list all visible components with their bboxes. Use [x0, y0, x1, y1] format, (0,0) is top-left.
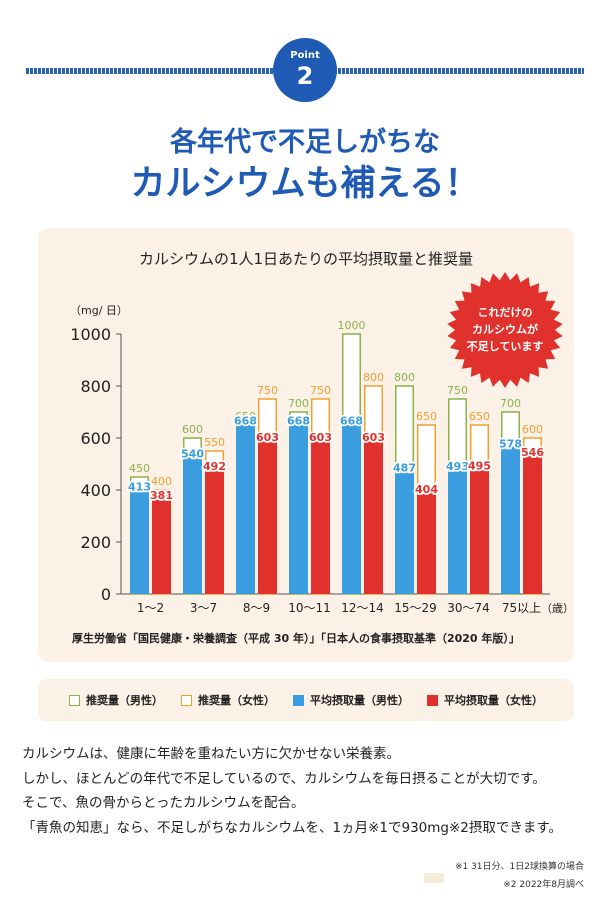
bar-average-male [236, 420, 255, 594]
bar-average-male [183, 453, 202, 594]
x-tick-label: 15〜29 [394, 601, 437, 615]
data-label-average-female: 546 [521, 446, 544, 459]
chart-title: カルシウムの1人1日あたりの平均摂取量と推奨量 [138, 250, 474, 268]
x-tick-label: 3〜7 [190, 601, 217, 615]
data-label-recommended-female: 650 [416, 410, 437, 423]
legend-label-avg-female: 平均摂取量（女性） [444, 694, 543, 707]
data-label-average-female: 603 [362, 431, 385, 444]
bar-average-female [152, 494, 171, 594]
bar-average-female [364, 437, 383, 594]
bar-average-male [130, 486, 149, 594]
data-label-recommended-male: 600 [182, 423, 203, 436]
data-label-average-male: 668 [287, 414, 310, 427]
bar-average-female [470, 465, 489, 594]
bar-average-female [205, 466, 224, 594]
data-label-recommended-female: 550 [204, 436, 225, 449]
point-label: Point [290, 50, 320, 61]
data-label-average-female: 404 [415, 483, 438, 496]
data-label-average-female: 492 [203, 460, 226, 473]
data-label-recommended-female: 750 [310, 384, 331, 397]
callout-text: カルシウムが [472, 322, 538, 336]
data-label-recommended-female: 650 [469, 410, 490, 423]
data-label-average-male: 413 [128, 481, 151, 494]
data-label-recommended-male: 650 [235, 410, 256, 423]
data-label-average-male: 668 [340, 414, 363, 427]
data-label-average-female: 495 [468, 459, 491, 472]
y-tick-label: 0 [101, 585, 111, 604]
legend-label-avg-male: 平均摂取量（男性） [310, 694, 409, 707]
footnote-2: ※2 2022年8月調べ [503, 880, 584, 890]
x-tick-label: 10〜11 [288, 601, 331, 615]
bar-average-female [311, 437, 330, 594]
x-unit-label: （歳） [541, 602, 574, 615]
body-line-2: しかし、ほとんどの年代で不足しているので、カルシウムを毎日摂ることが大切です。 [22, 770, 546, 787]
x-tick-label: 1〜2 [137, 601, 164, 615]
data-label-average-male: 668 [234, 414, 257, 427]
bar-average-male [342, 420, 361, 594]
data-label-recommended-male: 800 [394, 371, 415, 384]
chart-source: 厚生労働省「国民健康・栄養調査（平成 30 年）」「日本人の食事摂取基準（202… [72, 632, 520, 645]
data-label-recommended-male: 450 [129, 462, 150, 475]
x-tick-label: 30〜74 [447, 601, 490, 615]
data-label-recommended-female: 800 [363, 371, 384, 384]
legend-item-avg-female: 平均摂取量（女性） [427, 692, 543, 708]
legend-swatch-avg-female [427, 694, 438, 706]
bar-average-male [289, 420, 308, 594]
bar-average-female [258, 437, 277, 594]
legend-swatch-rec-female [181, 694, 192, 706]
bar-average-male [501, 443, 520, 594]
data-label-average-male: 493 [446, 460, 469, 473]
body-line-3: そこで、魚の骨からとったカルシウムを配合。 [22, 795, 305, 811]
x-tick-label: 12〜14 [341, 601, 384, 615]
data-label-recommended-female: 600 [522, 423, 543, 436]
y-unit-label: （mg/ 日） [70, 304, 128, 317]
callout-text: これだけの [478, 306, 533, 319]
legend-label-rec-male: 推奨量（男性） [86, 694, 163, 707]
headline-line1: 各年代で不足しがちな [170, 127, 440, 158]
bar-average-female [417, 488, 436, 594]
x-tick-label: 75以上 [502, 601, 541, 615]
decorative-block [424, 873, 444, 883]
data-label-average-female: 603 [256, 431, 279, 444]
bar-average-male [448, 465, 467, 594]
body-line-1: カルシウムは、健康に年齢を重ねたい方に欠かせない栄養素。 [22, 746, 400, 762]
data-label-recommended-female: 750 [257, 384, 278, 397]
data-label-recommended-female: 400 [151, 475, 172, 488]
callout-text: 不足しています [467, 340, 544, 353]
point-badge: Point 2 [273, 38, 337, 102]
data-label-average-male: 578 [499, 438, 522, 451]
body-text: カルシウムは、健康に年齢を重ねたい方に欠かせない栄養素。 しかし、ほとんどの年代… [22, 742, 597, 840]
data-label-average-female: 603 [309, 431, 332, 444]
legend-item-rec-female: 推奨量（女性） [181, 692, 275, 708]
bar-average-female [523, 452, 542, 594]
bar-average-male [395, 467, 414, 594]
y-tick-label: 600 [80, 429, 111, 448]
chart-legend: 推奨量（男性） 推奨量（女性） 平均摂取量（男性） 平均摂取量（女性） [38, 679, 574, 721]
footnote-1: ※1 31日分、1日2球換算の場合 [454, 862, 584, 872]
point-number: 2 [296, 62, 314, 90]
y-tick-label: 1000 [70, 325, 111, 344]
data-label-average-male: 540 [181, 448, 204, 461]
legend-item-avg-male: 平均摂取量（男性） [293, 692, 409, 708]
headline-line2: カルシウムも補える！ [130, 164, 480, 204]
legend-label-rec-female: 推奨量（女性） [198, 694, 275, 707]
y-tick-label: 800 [80, 377, 111, 396]
x-tick-label: 8〜9 [243, 601, 270, 615]
footnotes: ※1 31日分、1日2球換算の場合 ※2 2022年8月調べ [455, 858, 584, 894]
starburst-callout [447, 272, 563, 388]
legend-swatch-rec-male [69, 694, 80, 706]
data-label-average-female: 381 [150, 489, 173, 502]
data-label-recommended-male: 700 [500, 397, 521, 410]
legend-swatch-avg-male [293, 694, 304, 706]
data-label-recommended-male: 750 [447, 384, 468, 397]
y-tick-label: 400 [80, 481, 111, 500]
body-line-4: 「青魚の知恵」なら、不足しがちなカルシウムを、1ヵ月※1で930mg※2摂取でき… [22, 819, 563, 836]
data-label-average-male: 487 [393, 461, 416, 474]
legend-item-rec-male: 推奨量（男性） [69, 692, 163, 708]
data-label-recommended-male: 700 [288, 397, 309, 410]
data-label-recommended-male: 1000 [338, 319, 366, 332]
y-tick-label: 200 [80, 533, 111, 552]
